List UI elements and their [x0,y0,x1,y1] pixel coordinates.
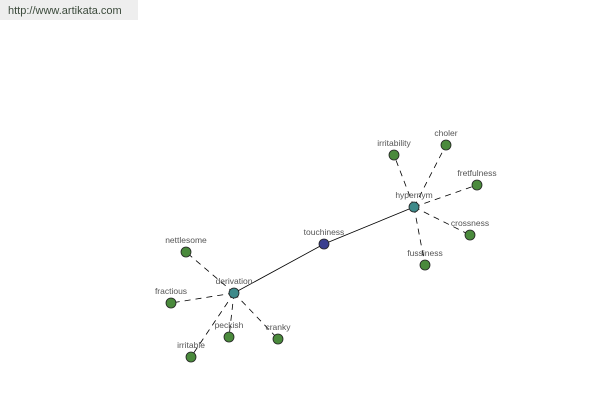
node-cranky[interactable]: cranky [265,322,291,345]
node-irritable[interactable]: irritable [177,340,205,363]
leaf-node-circle[interactable] [272,333,284,345]
leaf-node-label: peckish [215,320,244,330]
leaf-node-circle[interactable] [388,149,400,161]
leaf-node-label: nettlesome [165,235,207,245]
node-irritability[interactable]: irritability [377,138,412,161]
leaf-node-label: choler [434,128,457,138]
node-fretfulness[interactable]: fretfulness [457,168,497,191]
leaf-node-circle[interactable] [440,139,452,151]
leaf-node-circle[interactable] [419,259,431,271]
edge-hypernym-fussiness [413,206,426,266]
leaf-node-circle[interactable] [464,229,476,241]
leaf-node-label: crossness [451,218,489,228]
leaf-node-circle[interactable] [165,297,177,309]
edge-hypernym-fretfulness [413,184,478,208]
edge-hypernym-choler [413,144,447,208]
site-url-link[interactable]: http://www.artikata.com [0,0,138,20]
node-fussiness[interactable]: fussiness [407,248,443,271]
leaf-node-label: irritability [377,138,411,148]
edge-derivation-nettlesome [185,251,235,294]
leaf-node-label: cranky [265,322,291,332]
relation-node-circle[interactable] [408,201,420,213]
edge-derivation-peckish [228,292,235,338]
relation-node-label: derivation [216,276,253,286]
node-touchiness[interactable]: touchiness [304,227,345,250]
leaf-node-circle[interactable] [180,246,192,258]
leaf-node-label: fretfulness [457,168,496,178]
node-crossness[interactable]: crossness [451,218,489,241]
node-nettlesome[interactable]: nettlesome [165,235,207,258]
edge-hypernym [323,206,415,245]
leaf-node-circle[interactable] [185,351,197,363]
leaf-node-circle[interactable] [471,179,483,191]
edge-hypernym-irritability [393,154,415,208]
edge-derivation-irritable [190,292,235,358]
leaf-node-label: fussiness [407,248,442,258]
relation-node-label: hypernym [395,190,432,200]
node-choler[interactable]: choler [434,128,458,151]
center-node-circle[interactable] [318,238,330,250]
leaf-node-label: fractious [155,286,187,296]
edges [170,144,478,358]
center-node-label: touchiness [304,227,345,237]
nodes: irritability choler fretfulness crossness fu… [155,128,497,363]
relation-node-circle[interactable] [228,287,240,299]
leaf-node-circle[interactable] [223,331,235,343]
node-hypernym[interactable]: hypernym [395,190,433,213]
edge-derivation-cranky [233,292,279,340]
node-fractious[interactable]: fractious [155,286,187,309]
leaf-node-label: irritable [177,340,205,350]
node-peckish[interactable]: peckish [215,320,244,343]
node-derivation[interactable]: derivation [216,276,253,299]
edge-derivation [233,243,325,294]
